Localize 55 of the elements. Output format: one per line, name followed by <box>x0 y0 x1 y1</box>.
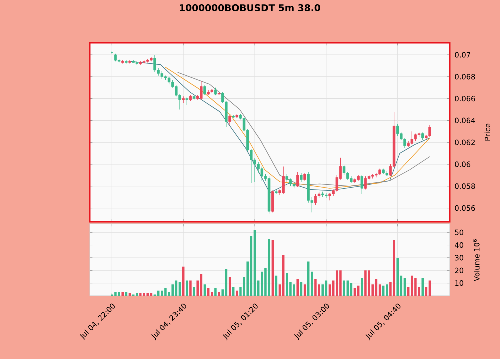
candlestick <box>296 172 300 188</box>
bar <box>190 280 192 296</box>
candlestick <box>228 114 232 126</box>
bar <box>146 293 149 296</box>
bar <box>364 270 367 296</box>
bar <box>143 293 146 296</box>
bar <box>386 284 388 296</box>
bar <box>322 284 324 296</box>
candlestick <box>360 175 364 194</box>
bar <box>414 278 417 296</box>
candlestick <box>128 60 132 64</box>
chart-title: 1000000BOBUSDT 5m 38.0 <box>180 4 320 12</box>
bar <box>393 240 396 296</box>
bar <box>396 258 399 296</box>
bar <box>296 280 299 296</box>
bar <box>411 276 414 296</box>
candlestick <box>407 141 410 148</box>
bar <box>172 284 174 296</box>
candlestick <box>182 96 185 104</box>
candlestick <box>428 124 432 138</box>
bar <box>286 273 288 296</box>
bar <box>186 280 188 296</box>
candlestick <box>204 85 206 96</box>
bar <box>125 292 128 296</box>
candlestick <box>328 192 332 201</box>
bar <box>343 280 346 296</box>
bar <box>118 292 120 296</box>
candlestick <box>272 190 274 213</box>
bar <box>136 293 138 296</box>
candlestick <box>325 192 328 199</box>
bar <box>218 292 220 296</box>
bar <box>164 288 167 296</box>
bar <box>211 292 214 296</box>
bar <box>114 292 117 296</box>
candlestick <box>396 124 400 136</box>
bar <box>161 290 164 296</box>
candlestick <box>342 165 346 176</box>
bar <box>236 290 238 296</box>
candlestick <box>314 194 318 206</box>
candlestick <box>200 81 203 100</box>
bar <box>340 270 342 296</box>
candlestick <box>125 60 128 64</box>
candlestick <box>364 176 368 190</box>
candlestick <box>154 54 156 73</box>
candlestick <box>410 131 414 146</box>
candlestick <box>275 189 278 194</box>
bar <box>268 238 270 296</box>
bar <box>261 272 264 296</box>
bar <box>193 287 196 296</box>
bar <box>361 278 364 296</box>
candlestick <box>282 166 285 194</box>
candlestick <box>260 166 264 182</box>
bar <box>214 288 217 296</box>
bar <box>336 270 338 296</box>
bar <box>122 292 124 296</box>
